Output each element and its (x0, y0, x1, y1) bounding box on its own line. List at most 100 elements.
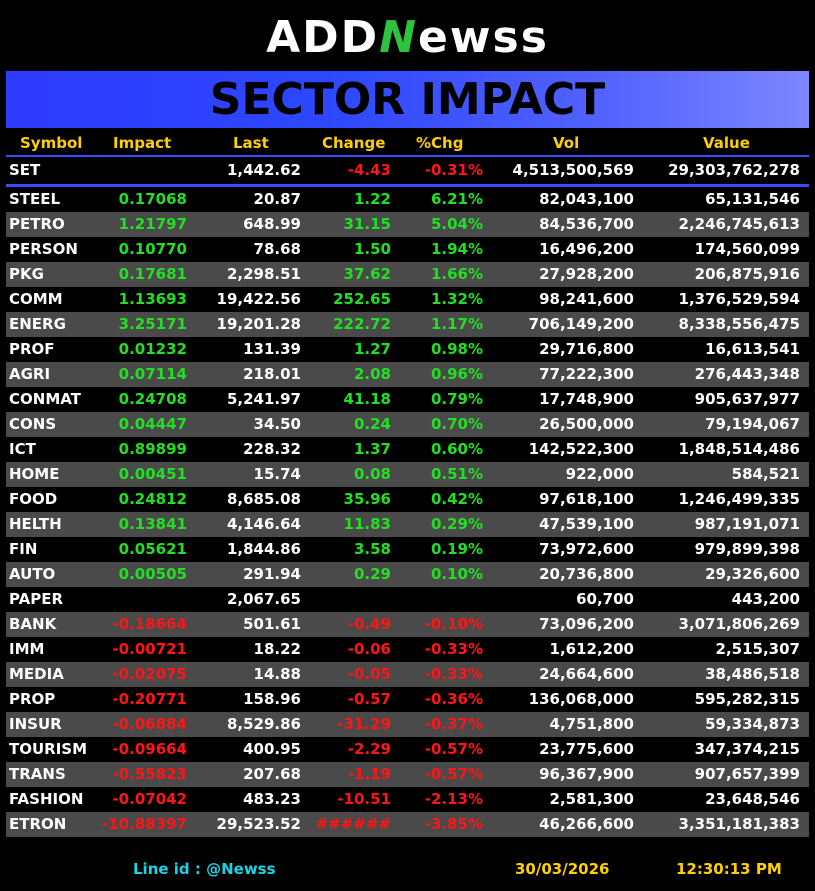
cell-symbol: PROP (9, 690, 56, 708)
table-row: STEEL 0.17068 20.87 1.22 6.21% 82,043,100 65,1… (6, 187, 809, 212)
cell-symbol: IMM (9, 640, 45, 658)
cell-volume: 82,043,100 (539, 190, 634, 208)
cell-change: -0.06 (347, 640, 391, 658)
cell-change: ###### (315, 815, 391, 833)
cell-volume: 1,612,200 (549, 640, 634, 658)
cell-change: 1.37 (353, 440, 391, 458)
cell-last: 19,201.28 (216, 315, 301, 333)
cell-volume: 46,266,600 (539, 815, 634, 833)
logo-text-add: ADD (266, 12, 380, 63)
cell-impact: -0.06884 (112, 715, 187, 733)
cell-volume: 47,539,100 (539, 515, 634, 533)
cell-value: 38,486,518 (705, 665, 800, 683)
cell-last: 207.68 (243, 765, 301, 783)
table-row: PETRO 1.21797 648.99 31.15 5.04% 84,536,700 2,… (6, 212, 809, 237)
cell-value: 584,521 (731, 465, 800, 483)
cell-change: 252.65 (333, 290, 391, 308)
cell-impact: 0.01232 (118, 340, 187, 358)
cell-impact: -0.00721 (112, 640, 187, 658)
cell-symbol: MEDIA (9, 665, 64, 683)
cell-value: 29,326,600 (705, 565, 800, 583)
cell-pct-change: 1.66% (430, 265, 483, 283)
footer-date: 30/03/2026 (515, 860, 610, 878)
cell-impact: 0.89899 (118, 440, 187, 458)
cell-symbol: TRANS (9, 765, 66, 783)
cell-change: 11.83 (343, 515, 391, 533)
cell-symbol: AGRI (9, 365, 51, 383)
set-divider (6, 184, 809, 187)
cell-change: -10.51 (337, 790, 391, 808)
cell-pct-change: -3.85% (424, 815, 483, 833)
table-row: AUTO 0.00505 291.94 0.29 0.10% 20,736,800 29,3… (6, 562, 809, 587)
cell-change: 1.50 (353, 240, 391, 258)
cell-last: 78.68 (253, 240, 301, 258)
set-symbol: SET (9, 161, 41, 179)
cell-impact: -0.09664 (112, 740, 187, 758)
cell-symbol: PROF (9, 340, 55, 358)
table-row: HOME 0.00451 15.74 0.08 0.51% 922,000 584,521 (6, 462, 809, 487)
cell-last: 648.99 (243, 215, 301, 233)
line-id: Line id : @Newss (133, 860, 276, 878)
cell-last: 5,241.97 (226, 390, 301, 408)
table-row: AGRI 0.07114 218.01 2.08 0.96% 77,222,300 276,… (6, 362, 809, 387)
brand-logo: ADDNewss (0, 8, 815, 68)
cell-symbol: COMM (9, 290, 63, 308)
cell-value: 347,374,215 (694, 740, 800, 758)
cell-value: 206,875,916 (694, 265, 800, 283)
cell-pct-change: 0.51% (430, 465, 483, 483)
logo-text-n: N (379, 12, 419, 63)
cell-last: 131.39 (243, 340, 301, 358)
cell-symbol: PKG (9, 265, 44, 283)
cell-volume: 16,496,200 (539, 240, 634, 258)
table-row: IMM -0.00721 18.22 -0.06 -0.33% 1,612,200 2,51… (6, 637, 809, 662)
cell-last: 501.61 (243, 615, 301, 633)
cell-symbol: PERSON (9, 240, 78, 258)
cell-change: 1.27 (353, 340, 391, 358)
cell-impact: 0.24708 (118, 390, 187, 408)
cell-last: 4,146.64 (226, 515, 301, 533)
cell-pct-change: -0.36% (424, 690, 483, 708)
cell-last: 29,523.52 (216, 815, 301, 833)
cell-last: 1,844.86 (226, 540, 301, 558)
cell-pct-change: -0.57% (424, 740, 483, 758)
cell-volume: 60,700 (576, 590, 634, 608)
cell-pct-change: -0.33% (424, 640, 483, 658)
cell-pct-change: -0.37% (424, 715, 483, 733)
cell-last: 19,422.56 (216, 290, 301, 308)
page-title: SECTOR IMPACT (6, 71, 809, 128)
cell-change: -2.29 (347, 740, 391, 758)
cell-symbol: FIN (9, 540, 38, 558)
cell-value: 907,657,399 (694, 765, 800, 783)
cell-last: 18.22 (253, 640, 301, 658)
set-pct-change: -0.31% (424, 161, 483, 179)
cell-last: 2,067.65 (226, 590, 301, 608)
cell-impact: 0.07114 (118, 365, 187, 383)
cell-symbol: BANK (9, 615, 57, 633)
cell-change: -31.29 (337, 715, 391, 733)
cell-last: 15.74 (253, 465, 301, 483)
cell-pct-change: 0.98% (430, 340, 483, 358)
cell-volume: 73,972,600 (539, 540, 634, 558)
cell-value: 3,071,806,269 (678, 615, 800, 633)
table-row: INSUR -0.06884 8,529.86 -31.29 -0.37% 4,751,8… (6, 712, 809, 737)
cell-pct-change: 0.70% (430, 415, 483, 433)
footer-time: 12:30:13 PM (676, 860, 782, 878)
table-row: MEDIA -0.02075 14.88 -0.05 -0.33% 24,664,600 3… (6, 662, 809, 687)
cell-pct-change: 1.94% (430, 240, 483, 258)
cell-pct-change: 0.19% (430, 540, 483, 558)
table-row: BANK -0.18664 501.61 -0.49 -0.10% 73,096,200 3… (6, 612, 809, 637)
table-row: PROP -0.20771 158.96 -0.57 -0.36% 136,068,000… (6, 687, 809, 712)
cell-impact: -0.20771 (112, 690, 187, 708)
table-row: PROF 0.01232 131.39 1.27 0.98% 29,716,800 16,6… (6, 337, 809, 362)
cell-impact: 0.00505 (118, 565, 187, 583)
cell-value: 1,848,514,486 (678, 440, 800, 458)
cell-value: 174,560,099 (694, 240, 800, 258)
cell-impact: 1.21797 (118, 215, 187, 233)
cell-volume: 77,222,300 (539, 365, 634, 383)
table-row: PERSON 0.10770 78.68 1.50 1.94% 16,496,200 174… (6, 237, 809, 262)
cell-pct-change: -0.57% (424, 765, 483, 783)
set-index-row: SET 1,442.62 -4.43 -0.31% 4,513,500,569 … (6, 157, 809, 184)
table-row: PAPER 2,067.65 60,700 443,200 (6, 587, 809, 612)
cell-change: 2.08 (353, 365, 391, 383)
cell-symbol: AUTO (9, 565, 56, 583)
